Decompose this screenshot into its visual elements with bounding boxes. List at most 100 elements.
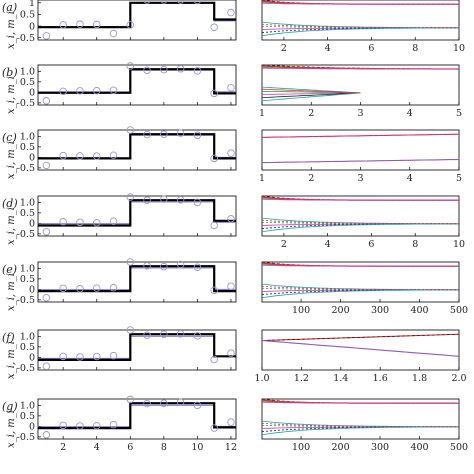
- data-point: [109, 151, 118, 160]
- step-line: [38, 68, 236, 95]
- left-x-tick-label: 12: [225, 442, 237, 453]
- y-axis-label: x_i, m_i: [6, 273, 17, 311]
- right-x-tick-label: 8: [412, 239, 418, 250]
- trajectory-line: [261, 333, 460, 341]
- left-y-tick-label: -0.5: [17, 432, 35, 443]
- data-point: [76, 20, 84, 28]
- data-point: [176, 260, 185, 269]
- data-point: [126, 193, 135, 201]
- trajectory-line: [261, 285, 459, 291]
- right-x-tick-label: 2.0: [451, 373, 466, 384]
- data-point: [210, 221, 218, 230]
- trajectory-line: [261, 198, 459, 201]
- left-x-tick-label: 2: [60, 442, 66, 453]
- left-y-tick-label: 0: [29, 219, 35, 230]
- trajectory-line: [261, 422, 459, 428]
- left-x-tick-label: 6: [127, 442, 133, 453]
- panel-label: (c): [2, 131, 17, 144]
- data-point: [160, 399, 168, 407]
- mean-line: [38, 404, 236, 428]
- left-axes-frame: [37, 129, 237, 171]
- data-point: [176, 65, 185, 73]
- panel-a: (a)x_i, m_i -0.500.51 2 4 6 8 10: [2, 0, 465, 54]
- right-x-tick-label: 100: [292, 442, 310, 453]
- left-y-tick-label: 0: [29, 285, 35, 296]
- left-y-tick-label: -0.5: [17, 163, 35, 174]
- right-x-tick-label: 200: [331, 305, 349, 316]
- left-y-tick-label: 0: [29, 88, 35, 99]
- data-point: [42, 228, 51, 236]
- right-x-tick-label: 8: [412, 43, 418, 54]
- panel-d: (d)x_i, m_i -0.500.51.0 2 4 6 8 10: [2, 193, 465, 250]
- right-x-tick-label: 2: [281, 43, 287, 54]
- data-point: [193, 0, 202, 5]
- y-axis-label: x_i, m_i: [6, 11, 17, 49]
- data-point: [92, 20, 101, 29]
- data-point: [92, 352, 101, 361]
- data-point: [59, 21, 67, 29]
- data-point: [143, 399, 151, 408]
- right-x-tick-label: 2: [281, 239, 287, 250]
- right-axes-frame: [261, 0, 460, 41]
- right-x-tick-label: 300: [371, 305, 389, 316]
- data-point: [109, 29, 118, 38]
- data-point: [160, 0, 168, 4]
- left-axes-frame: [37, 64, 237, 106]
- data-point: [160, 330, 168, 338]
- data-point: [227, 214, 235, 223]
- data-point: [143, 130, 151, 139]
- data-point: [59, 217, 67, 226]
- data-point: [160, 130, 168, 138]
- data-point: [76, 422, 84, 430]
- data-point: [126, 395, 135, 404]
- trajectory-line: [261, 401, 459, 404]
- step-line: [38, 402, 236, 430]
- data-point: [109, 217, 118, 226]
- panel-g: (g)x_i, m_i -0.500.51.0 2 4 6 8 10 12 100 200 300 4…: [2, 395, 468, 453]
- left-y-tick-label: 0.5: [20, 342, 35, 353]
- data-point: [126, 21, 135, 29]
- data-point: [109, 86, 118, 95]
- left-y-tick-label: 1.0: [20, 198, 35, 209]
- left-axes-frame: [37, 329, 237, 371]
- data-point: [193, 263, 202, 272]
- left-y-tick-label: -0.5: [17, 229, 35, 240]
- mean-line: [38, 134, 236, 159]
- data-point: [176, 398, 185, 406]
- left-y-tick-label: 0.5: [20, 77, 35, 88]
- data-point: [227, 282, 235, 290]
- right-x-tick-label: 10: [453, 43, 465, 54]
- data-point: [227, 8, 235, 17]
- left-y-tick-label: 1.0: [20, 67, 35, 78]
- trajectory-line: [261, 64, 459, 70]
- right-x-tick-label: 100: [292, 305, 310, 316]
- right-x-tick-label: 4: [325, 43, 331, 54]
- trajectory-line: [262, 159, 460, 163]
- left-x-tick-label: 10: [191, 442, 203, 453]
- panel-label: (g): [2, 400, 18, 413]
- data-point: [176, 330, 185, 338]
- step-line: [38, 333, 236, 361]
- data-point: [210, 23, 218, 31]
- data-point: [227, 149, 235, 157]
- right-x-tick-label: 4: [325, 239, 331, 250]
- right-x-tick-label: 1.8: [412, 373, 427, 384]
- data-point: [76, 87, 84, 95]
- left-y-tick-label: 1.0: [20, 132, 35, 143]
- trajectory-line: [261, 23, 459, 29]
- right-x-tick-label: 300: [371, 442, 389, 453]
- right-x-tick-label: 500: [450, 305, 468, 316]
- trajectory-line: [261, 219, 459, 225]
- data-point: [193, 131, 202, 140]
- trajectory-line: [261, 264, 459, 267]
- data-point: [176, 129, 185, 137]
- right-x-tick-label: 2: [308, 108, 314, 119]
- left-axes-frame: [37, 398, 237, 440]
- trajectory-line: [261, 92, 361, 98]
- data-point: [210, 355, 218, 364]
- y-axis-label: x_i, m_i: [6, 207, 17, 245]
- data-point: [143, 66, 151, 75]
- left-x-tick-label: 4: [94, 442, 100, 453]
- data-point: [59, 352, 67, 361]
